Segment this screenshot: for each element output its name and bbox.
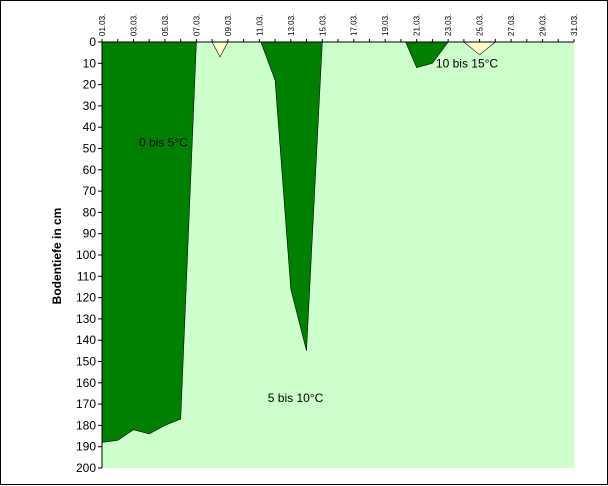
y-tick-label: 30 (83, 99, 97, 113)
x-tick-label: 01.03. (98, 14, 107, 36)
x-tick-label: 05.03. (161, 14, 170, 36)
region-label: 5 bis 10°C (268, 391, 324, 405)
y-tick-labels: 0 10 20 30 40 50 60 70 80 90 100 110 120 130 140 150 160… (76, 35, 96, 475)
y-tick-label: 0 (89, 35, 96, 49)
region-label: 10 bis 15°C (436, 57, 499, 71)
x-tick-label: 31.03. (570, 14, 579, 36)
y-tick-label: 160 (76, 376, 96, 390)
y-tick-label: 40 (83, 120, 97, 134)
y-tick-label: 190 (76, 440, 96, 454)
y-tick-label: 120 (76, 291, 96, 305)
y-tick-label: 150 (76, 355, 96, 369)
y-tick-label: 10 (83, 56, 97, 70)
y-tick-label: 130 (76, 312, 96, 326)
y-tick-label: 20 (83, 78, 97, 92)
x-tick-label: 21.03. (413, 14, 422, 36)
y-tick-label: 110 (77, 269, 96, 283)
x-tick-label: 29.03. (539, 14, 548, 36)
axes (98, 39, 575, 469)
x-tick-label: 09.03. (224, 14, 233, 36)
x-tick-label: 03.03. (129, 14, 138, 36)
x-tick-label: 07.03. (192, 14, 201, 36)
y-tick-label: 170 (76, 397, 96, 411)
x-tick-label: 11.03. (255, 14, 264, 36)
x-tick-label: 25.03. (476, 14, 485, 36)
x-tick-label: 15.03. (318, 14, 327, 36)
x-tick-labels: 01.03. 03.03. 05.03. 07.03. 09.03. 11.03. 13.0… (98, 14, 579, 36)
x-tick-label: 27.03. (507, 14, 516, 36)
x-tick-label: 23.03. (444, 14, 453, 36)
x-tick-label: 13.03. (287, 14, 296, 36)
y-tick-label: 140 (76, 333, 96, 347)
x-tick-label: 19.03. (381, 14, 390, 36)
y-tick-label: 90 (83, 227, 97, 241)
annotations: 0 bis 5°C 5 bis 10°C 10 bis 15°C (139, 57, 498, 405)
region-label: 0 bis 5°C (139, 135, 188, 149)
y-axis-title: Bodentiefe in cm (50, 208, 64, 305)
y-tick-label: 100 (76, 248, 96, 262)
y-tick-label: 180 (76, 418, 96, 432)
y-tick-label: 60 (83, 163, 97, 177)
temperature-regions (101, 41, 497, 443)
y-tick-label: 50 (83, 142, 97, 156)
x-tick-label: 17.03. (350, 14, 359, 36)
y-tick-label: 80 (83, 205, 97, 219)
y-tick-label: 200 (76, 461, 96, 475)
y-tick-label: 70 (83, 184, 97, 198)
